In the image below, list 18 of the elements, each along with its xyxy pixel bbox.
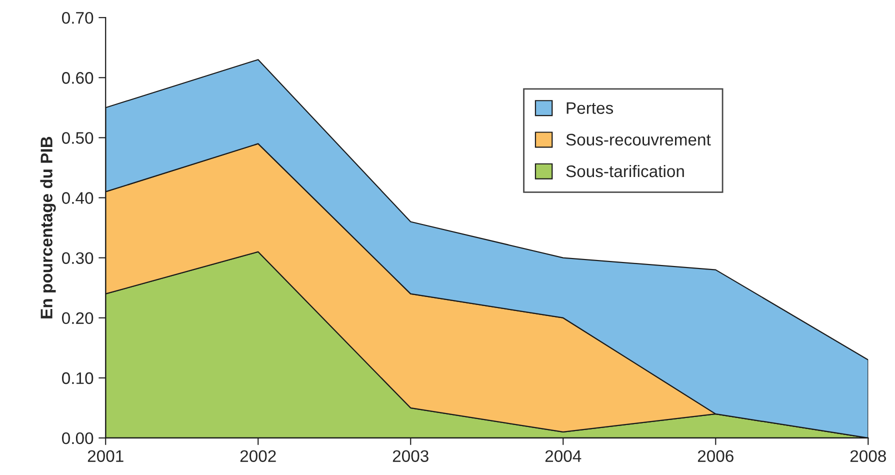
legend-label: Sous-tarification — [566, 164, 684, 178]
y-tick-label: 0.10 — [62, 372, 94, 384]
x-tick-label: 2003 — [392, 450, 428, 462]
y-tick-label: 0.20 — [62, 312, 94, 324]
legend-label: Sous-recouvrement — [566, 134, 711, 146]
x-tick-label: 2001 — [88, 450, 124, 462]
y-tick-label: 0.50 — [62, 132, 94, 144]
y-tick-label: 0.70 — [62, 12, 94, 24]
x-tick-label: 2002 — [240, 450, 276, 462]
x-tick-label: 2008 — [850, 450, 886, 462]
y-tick-label: 0.40 — [62, 192, 94, 204]
y-tick-label: 0.60 — [62, 72, 94, 84]
legend-label: Pertes — [566, 102, 614, 114]
x-tick-label: 2006 — [698, 450, 734, 462]
y-tick-label: 0.00 — [62, 432, 94, 444]
y-tick-label: 0.30 — [62, 252, 94, 264]
y-axis-title: En pourcentage du PIB — [40, 136, 56, 318]
x-tick-label: 2004 — [545, 450, 582, 462]
